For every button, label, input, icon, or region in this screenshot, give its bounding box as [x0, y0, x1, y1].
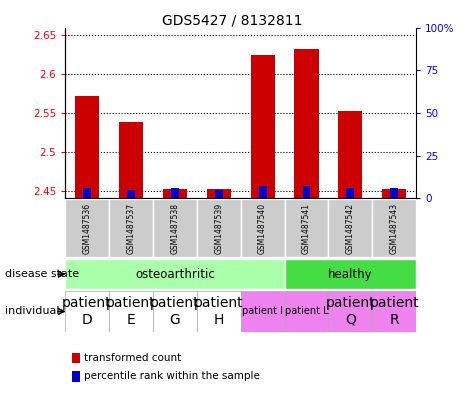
- Bar: [215, 190, 223, 198]
- Text: GSM1487543: GSM1487543: [390, 203, 399, 254]
- Bar: [171, 187, 179, 198]
- Text: patient
Q: patient Q: [326, 296, 375, 327]
- Bar: [206, 189, 231, 198]
- Bar: [346, 187, 354, 198]
- Bar: [328, 199, 372, 257]
- Bar: [285, 291, 328, 332]
- Bar: [65, 199, 109, 257]
- Text: patient
H: patient H: [194, 296, 244, 327]
- Text: GSM1487538: GSM1487538: [170, 203, 179, 254]
- Bar: [241, 199, 285, 257]
- Text: GSM1487536: GSM1487536: [83, 203, 92, 254]
- Bar: [197, 199, 241, 257]
- Bar: [163, 189, 187, 198]
- Bar: [153, 199, 197, 257]
- Bar: [372, 291, 416, 332]
- Text: transformed count: transformed count: [84, 353, 181, 363]
- Text: patient
G: patient G: [150, 296, 199, 327]
- Text: patient
R: patient R: [369, 296, 419, 327]
- Bar: [83, 187, 91, 198]
- Text: GSM1487541: GSM1487541: [302, 203, 311, 254]
- Bar: [285, 259, 416, 289]
- Bar: [328, 291, 372, 332]
- Text: percentile rank within the sample: percentile rank within the sample: [84, 371, 260, 382]
- Bar: [251, 55, 275, 198]
- Bar: [75, 96, 99, 198]
- Text: GSM1487537: GSM1487537: [126, 203, 135, 254]
- Text: patient L: patient L: [285, 307, 328, 316]
- Text: patient
D: patient D: [62, 296, 112, 327]
- Bar: [153, 291, 197, 332]
- Bar: [285, 199, 328, 257]
- Bar: [109, 291, 153, 332]
- Bar: [65, 291, 109, 332]
- Text: GSM1487542: GSM1487542: [346, 203, 355, 254]
- Text: disease state: disease state: [5, 269, 79, 279]
- Bar: [259, 186, 266, 198]
- Text: osteoarthritic: osteoarthritic: [135, 268, 215, 281]
- Bar: [109, 199, 153, 257]
- Bar: [241, 291, 285, 332]
- Text: individual: individual: [5, 307, 59, 316]
- Text: patient
E: patient E: [106, 296, 156, 327]
- Text: GSM1487539: GSM1487539: [214, 203, 223, 254]
- Bar: [303, 186, 311, 198]
- Bar: [382, 189, 406, 198]
- Bar: [294, 49, 319, 198]
- Bar: [372, 199, 416, 257]
- Text: patient I: patient I: [242, 307, 283, 316]
- Bar: [338, 112, 362, 198]
- Bar: [65, 259, 285, 289]
- Text: GSM1487540: GSM1487540: [258, 203, 267, 254]
- Bar: [127, 190, 135, 198]
- Bar: [390, 188, 398, 198]
- Text: GDS5427 / 8132811: GDS5427 / 8132811: [162, 14, 303, 28]
- Text: healthy: healthy: [328, 268, 372, 281]
- Bar: [119, 122, 143, 198]
- Bar: [197, 291, 241, 332]
